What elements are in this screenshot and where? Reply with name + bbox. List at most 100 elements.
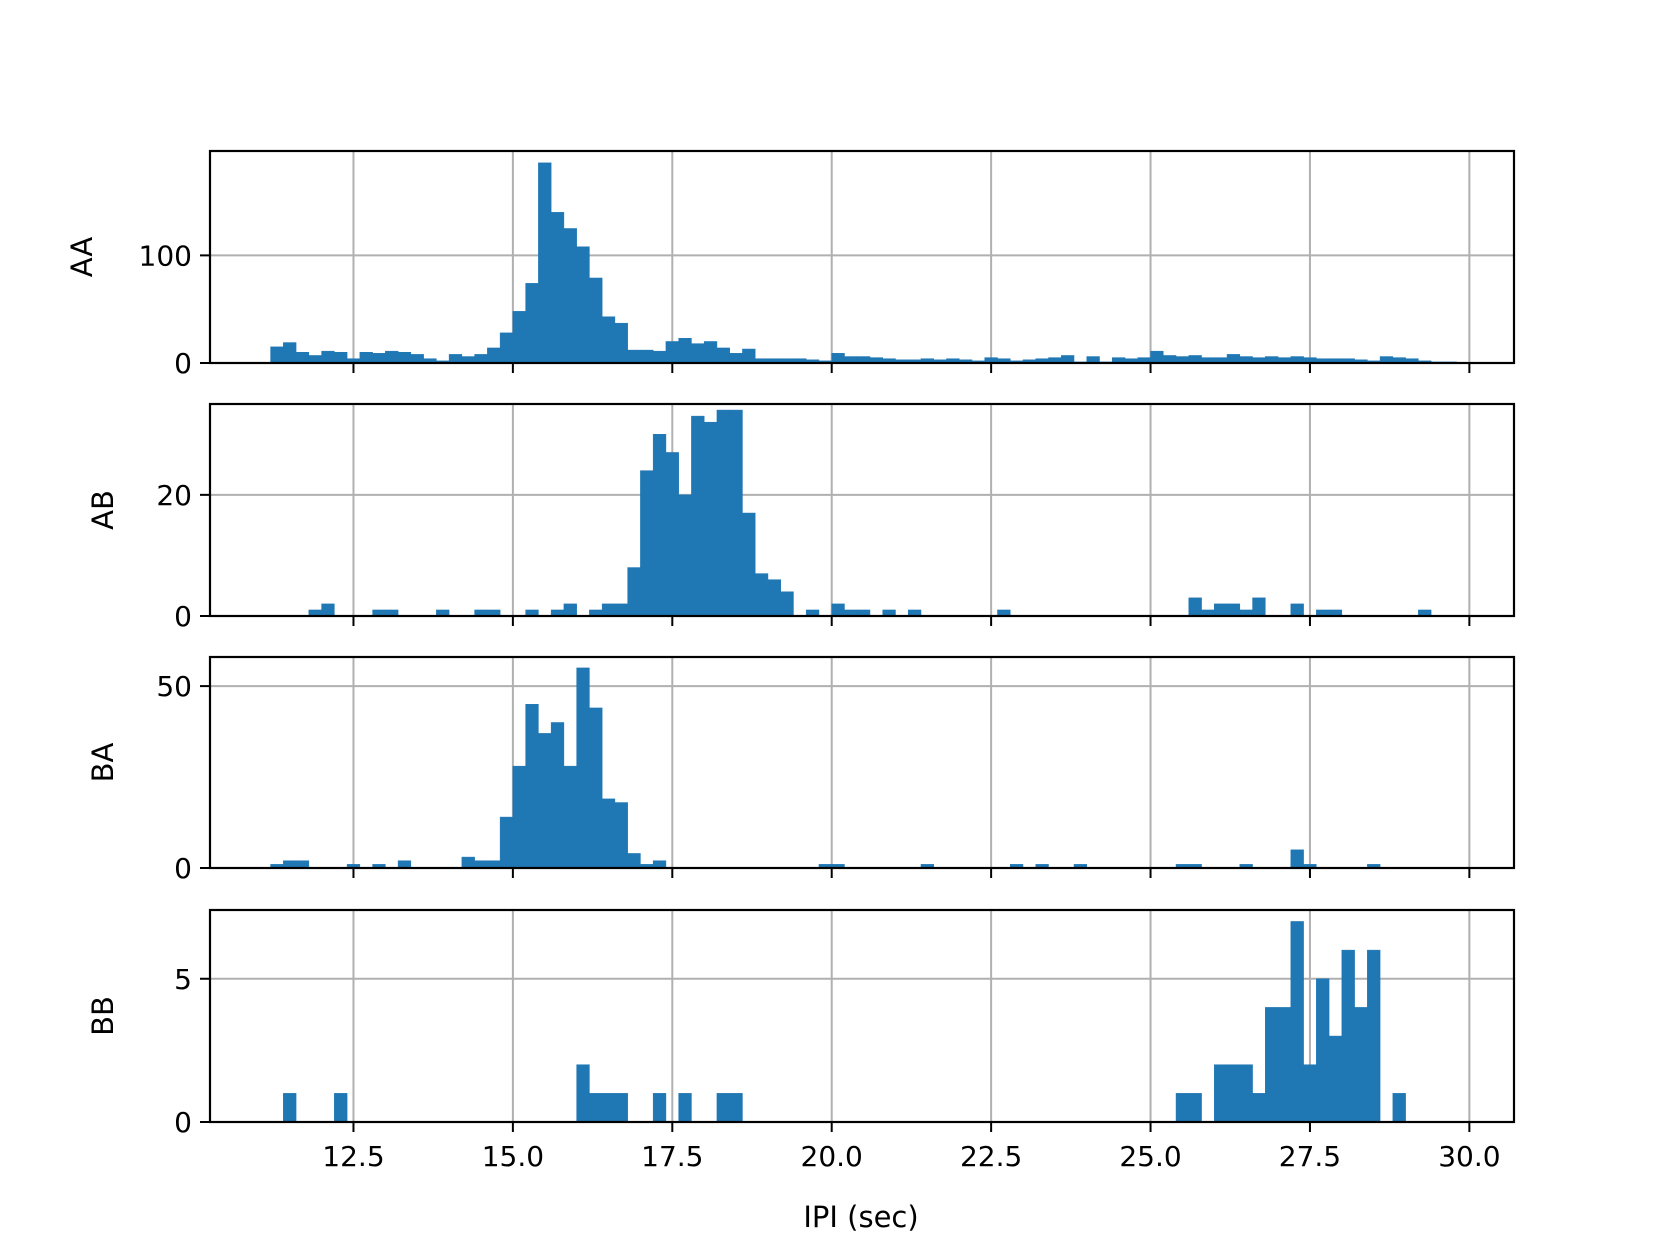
- histogram-bar: [410, 354, 424, 364]
- histogram-bar: [538, 733, 552, 869]
- histogram-bar: [1341, 949, 1355, 1123]
- histogram-bar: [499, 332, 514, 364]
- histogram-bar: [576, 1064, 590, 1123]
- histogram-bar: [1252, 1093, 1266, 1123]
- axes-frame: [208, 908, 1516, 1124]
- histogram-bar: [283, 1093, 297, 1123]
- histogram-bar: [678, 494, 692, 617]
- x-tick-label: 15.0: [482, 1140, 544, 1173]
- histogram-bar: [321, 350, 335, 364]
- panel-bb: 0 5 BB: [86, 908, 1516, 1139]
- y-axis-label: AB: [86, 490, 120, 530]
- y-tick-label: 5: [174, 963, 192, 996]
- histogram-bar: [614, 802, 628, 869]
- y-axis-label: BB: [86, 996, 120, 1036]
- panel-aa: 0 100 AA: [65, 149, 1516, 380]
- x-tick-label: 12.5: [322, 1140, 384, 1173]
- histogram-bar: [1239, 1064, 1253, 1123]
- histogram-bar: [474, 354, 488, 364]
- axes-frame: [208, 402, 1516, 618]
- histogram-bar: [576, 246, 590, 364]
- histogram-bar: [283, 342, 297, 364]
- histogram-bar: [589, 277, 603, 364]
- x-tick-label: 20.0: [801, 1140, 863, 1173]
- histogram-bar: [385, 350, 399, 364]
- histogram-bar: [614, 1093, 628, 1123]
- histogram-bar: [1290, 849, 1304, 869]
- histogram-bar: [640, 349, 654, 364]
- histogram-bar: [780, 591, 794, 617]
- histogram-bar: [767, 579, 781, 617]
- histogram-bar: [550, 212, 565, 364]
- panel-ab: 0 20 AB: [86, 402, 1516, 633]
- panel-ba: 0 50 BA: [86, 655, 1516, 885]
- x-tick-label: 25.0: [1119, 1140, 1181, 1173]
- histogram-bar: [1226, 1064, 1241, 1123]
- y-axis-label: AA: [65, 237, 99, 278]
- histogram-bar: [448, 354, 463, 364]
- histogram-bar: [1328, 1035, 1343, 1123]
- histogram-bar: [703, 341, 718, 364]
- histogram-bar: [1214, 1064, 1228, 1123]
- histogram-bar: [589, 1093, 603, 1123]
- histogram-bar: [499, 816, 514, 869]
- histogram-bar: [576, 667, 590, 869]
- histogram-bar: [512, 311, 526, 364]
- histogram-bar: [1150, 350, 1164, 364]
- y-tick-label: 0: [174, 347, 192, 380]
- histogram-bar: [601, 1093, 616, 1123]
- histogram-bar: [1252, 597, 1266, 617]
- histogram-bar: [716, 409, 730, 617]
- histogram-bar: [703, 421, 718, 617]
- histogram-bar: [716, 1093, 730, 1123]
- histogram-bar: [334, 351, 348, 364]
- histogram-bar: [512, 765, 526, 869]
- x-tick-label: 22.5: [960, 1140, 1022, 1173]
- histogram-bar: [1226, 354, 1241, 364]
- histogram-bar: [1226, 603, 1241, 617]
- histogram-bar: [614, 603, 628, 617]
- histogram-bar: [665, 341, 679, 364]
- histogram-bar: [665, 452, 679, 617]
- histogram-bar: [754, 573, 769, 617]
- histogram-bar: [678, 337, 692, 364]
- x-axis-label: IPI (sec): [803, 1200, 918, 1234]
- histogram-bar: [563, 228, 577, 364]
- histogram-bar: [729, 409, 743, 617]
- axes-frame: [208, 655, 1516, 870]
- histogram-bar: [563, 765, 577, 869]
- histogram-bar: [716, 347, 730, 364]
- histogram-bar: [678, 1093, 692, 1123]
- histogram-bar: [652, 1093, 667, 1123]
- histogram-bar: [652, 350, 667, 364]
- histogram-bar: [691, 415, 705, 617]
- histogram-bar: [627, 853, 641, 869]
- histogram-bar: [691, 343, 705, 364]
- histogram-bar: [1316, 978, 1330, 1123]
- y-tick-label: 50: [156, 670, 192, 703]
- histogram-bar: [334, 1093, 348, 1123]
- histogram-bar: [589, 707, 603, 869]
- histogram-bar: [563, 603, 577, 617]
- histogram-bar: [1214, 603, 1228, 617]
- histogram-bar: [1354, 1007, 1368, 1123]
- histogram-bar: [627, 567, 641, 617]
- histogram-bar: [652, 434, 667, 617]
- histogram-bar: [295, 351, 310, 364]
- histogram-bar: [1188, 355, 1202, 364]
- histogram-bar: [1290, 603, 1304, 617]
- histogram-bar: [487, 347, 501, 364]
- histogram-bar: [308, 355, 322, 364]
- histogram-bar: [270, 346, 284, 364]
- histogram-bar: [1265, 1007, 1279, 1123]
- histogram-bar: [525, 283, 539, 364]
- y-tick-label: 0: [174, 852, 192, 885]
- histogram-bar: [1188, 597, 1202, 617]
- x-tick-label: 17.5: [641, 1140, 703, 1173]
- axes-frame: [208, 149, 1516, 365]
- x-tick-label: 30.0: [1438, 1140, 1500, 1173]
- y-tick-label: 0: [174, 600, 192, 633]
- histogram-bar: [601, 316, 616, 364]
- histogram-bar: [1061, 355, 1075, 364]
